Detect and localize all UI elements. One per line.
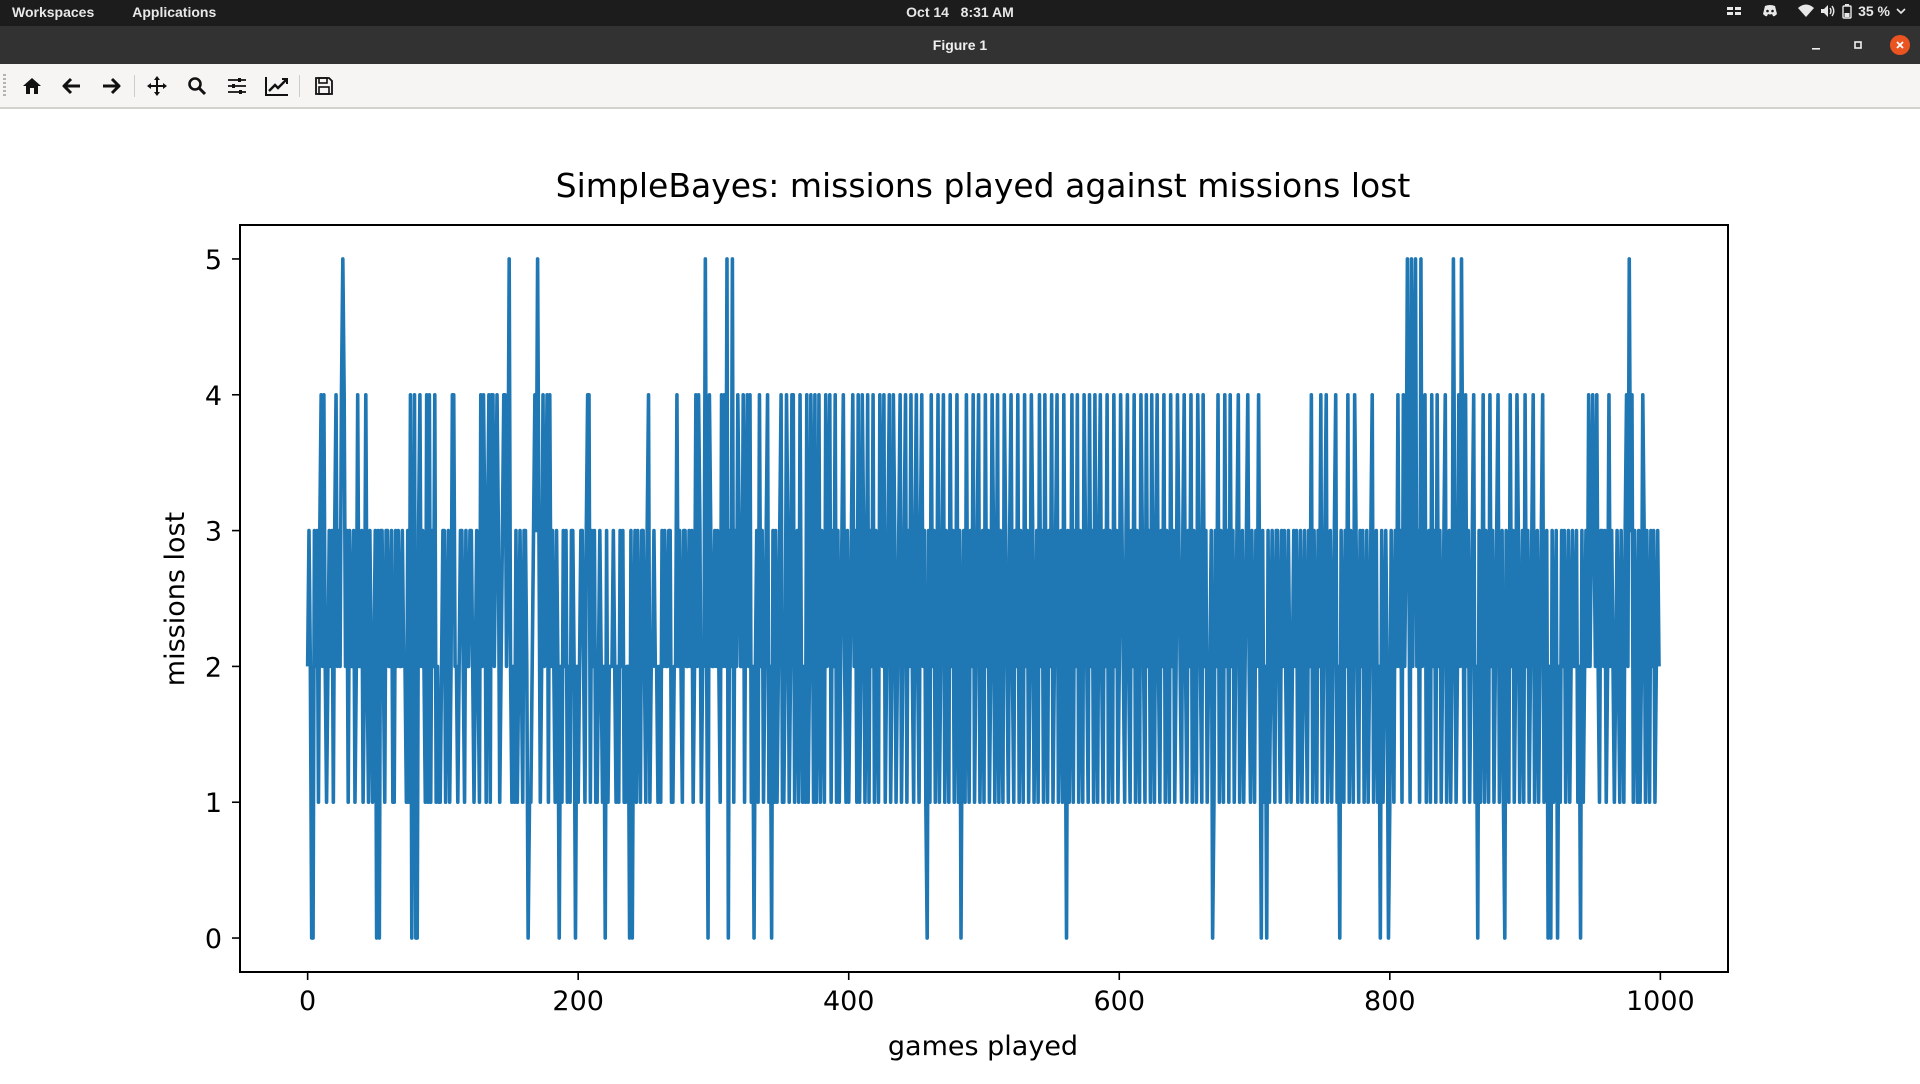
toolbar-grip[interactable] [3, 74, 6, 98]
home-icon [23, 78, 41, 94]
applications-menu[interactable]: Applications [132, 4, 217, 20]
forward-button[interactable] [97, 73, 125, 99]
save-button[interactable] [310, 73, 338, 99]
x-tick-label: 0 [299, 986, 316, 1017]
window-title: Figure 1 [932, 37, 988, 53]
chart-title: SimpleBayes: missions played against mis… [556, 166, 1411, 205]
edit-axes-icon [265, 77, 288, 96]
close-button[interactable] [1890, 35, 1910, 55]
save-icon [315, 77, 333, 95]
y-tick-label: 5 [205, 245, 222, 276]
minimize-button[interactable] [1806, 35, 1826, 55]
subplots-config-icon [228, 78, 246, 94]
clock[interactable]: Oct 14 8:31 AM [0, 4, 1920, 20]
zoom-button[interactable] [183, 73, 211, 99]
y-tick-label: 2 [205, 652, 222, 683]
y-axis-label: missions lost [160, 512, 191, 686]
y-tick-label: 4 [205, 381, 222, 412]
x-tick-label: 400 [823, 986, 875, 1017]
zoom-icon [188, 77, 207, 96]
edit-axes-button[interactable] [263, 73, 291, 99]
x-tick-label: 1000 [1626, 986, 1695, 1017]
battery-level[interactable]: 35 % [1858, 3, 1890, 19]
subplots-config-button[interactable] [223, 73, 251, 99]
chevron-down-icon[interactable] [1896, 7, 1906, 15]
x-tick-label: 200 [552, 986, 604, 1017]
x-tick-label: 600 [1093, 986, 1145, 1017]
wifi-icon[interactable] [1798, 4, 1815, 18]
workspaces-menu[interactable]: Workspaces [12, 4, 95, 20]
clock-time[interactable]: 8:31 AM [960, 4, 1014, 20]
close-icon [1896, 41, 1904, 49]
y-tick-label: 1 [205, 788, 222, 819]
toolbar-separator [134, 75, 135, 97]
series-line [305, 257, 1661, 940]
y-tick-label: 3 [205, 517, 222, 548]
maximize-button[interactable] [1848, 35, 1868, 55]
y-tick-label: 0 [205, 924, 222, 955]
back-arrow-icon [62, 77, 80, 95]
window-title-bar[interactable]: Figure 1 [0, 26, 1920, 64]
line-chart[interactable]: SimpleBayes: missions played against mis… [0, 107, 1920, 1080]
x-tick-label: 800 [1364, 986, 1416, 1017]
system-tray: 35 % [1726, 3, 1906, 19]
pan-icon [147, 76, 167, 96]
figure-canvas[interactable]: SimpleBayes: missions played against mis… [0, 107, 1920, 1080]
discord-icon[interactable] [1762, 4, 1778, 18]
pan-button[interactable] [143, 73, 171, 99]
home-button[interactable] [18, 73, 46, 99]
forward-arrow-icon [103, 77, 121, 95]
back-button[interactable] [58, 73, 86, 99]
clock-date[interactable]: Oct 14 [906, 4, 949, 20]
system-top-bar: Workspaces Applications Oct 14 8:31 AM 3… [0, 0, 1920, 26]
figure-toolbar [0, 64, 1920, 109]
battery-icon[interactable] [1842, 3, 1852, 19]
keyboard-layout-icon[interactable] [1726, 5, 1742, 17]
toolbar-separator [299, 75, 300, 97]
volume-icon[interactable] [1820, 4, 1836, 18]
x-axis-label: games played [888, 1031, 1078, 1062]
plot-frame [239, 224, 1729, 973]
